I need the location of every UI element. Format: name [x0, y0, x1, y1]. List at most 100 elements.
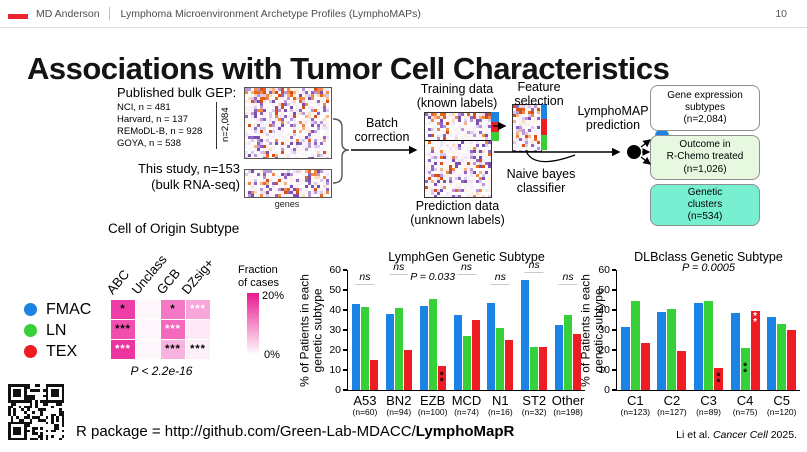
x-category-label: MCD: [451, 393, 482, 408]
y-tick-mark: [611, 389, 616, 391]
y-tick-label: 30: [329, 324, 341, 336]
sig-label-EZB: P = 0.033: [410, 271, 456, 283]
chart-subtitle: P = 0.0005: [681, 262, 736, 274]
y-tick-mark: [611, 309, 616, 311]
bar-LN-A53: [360, 307, 369, 390]
chart-plot: 0 10 20 30 40 50 60 LymphGen Genetic Subtype % o…: [298, 250, 585, 417]
bar-TEX-MCD: [471, 320, 480, 390]
feature-selection-label: Feature selection: [514, 80, 564, 109]
lymphomap-legend: FMAC LN TEX: [24, 299, 91, 362]
coo-column-label-ABC: ABC: [103, 266, 133, 297]
fraction-scale-bar: [247, 293, 259, 355]
output-box-label: Genetic clusters (n=534): [687, 186, 723, 223]
naive-bayes-label: Naive bayes classifier: [506, 167, 576, 196]
bar-group-BN2: [385, 270, 412, 390]
bar-TEX-C4: * *: [750, 311, 760, 390]
fraction-scale-min: 0%: [264, 349, 280, 361]
y-tick-mark: [342, 369, 347, 371]
y-tick-mark: [611, 269, 616, 271]
output-box: Outcome in R-Chemo treated (n=1,026): [650, 135, 760, 180]
x-category-n: (n=89): [696, 407, 721, 417]
training-class-strip-red: [491, 122, 499, 132]
coo-cell-FMAC-GCB: *: [161, 300, 185, 319]
prediction-data-label: Prediction data (unknown labels): [410, 199, 505, 228]
bar-FMAC-C2: [657, 312, 667, 390]
bar-group-Other: [555, 270, 582, 390]
legend-item: FMAC: [24, 299, 91, 320]
x-category-n: (n=100): [417, 407, 448, 417]
bar-TEX-Other: [573, 334, 582, 390]
prediction-heatmap: [425, 141, 491, 197]
bar-stars-C4-LN: * *: [743, 361, 748, 378]
bar-FMAC-C5: [767, 317, 777, 390]
coo-cell-TEX-ABC: ***: [111, 340, 135, 359]
bar-TEX-A53: [369, 360, 378, 390]
bar-FMAC-C1: [620, 327, 630, 390]
this-study-heatmap: [244, 169, 332, 198]
cohort-item: REMoDL-B, n = 928: [117, 126, 203, 137]
training-data-label: Training data (known labels): [416, 82, 498, 111]
chart-title: LymphGen Genetic Subtype: [388, 250, 545, 264]
x-category-n: (n=75): [732, 407, 758, 417]
x-category-label: N1: [492, 393, 509, 408]
x-category-label: Other: [551, 393, 585, 408]
chart-title: DLBclass Genetic Subtype: [634, 250, 783, 264]
x-category-n: (n=127): [657, 407, 687, 417]
deck-subtitle: Lymphoma Microenvironment Archetype Prof…: [120, 8, 421, 20]
dlbclass-chart: 0 10 20 30 40 50 60 DLBclass Genetic Subtype P =…: [579, 250, 800, 417]
lymphomap-prediction-label: LymphoMAP prediction: [577, 104, 649, 133]
bar-FMAC-EZB: [419, 306, 428, 390]
y-tick-label: 60: [329, 264, 341, 276]
legend-item: LN: [24, 320, 91, 341]
r-package-link[interactable]: R package = http://github.com/Green-Lab-…: [76, 423, 514, 440]
page-number: 10: [775, 8, 787, 20]
x-category-label: A53: [353, 393, 377, 408]
x-category-n: (n=16): [487, 407, 513, 417]
citation-journal: Cancer Cell: [712, 429, 768, 441]
bar-LN-C5: [777, 324, 787, 390]
y-tick-mark: [342, 289, 347, 291]
bar-group-C3: * *: [694, 270, 723, 390]
batch-correction-label: Batch correction: [354, 116, 410, 145]
published-gep-heading: Published bulk GEP:: [117, 85, 237, 100]
qr-code: [8, 384, 65, 441]
training-class-strip-blue: [491, 112, 499, 122]
x-category-n: (n=123): [620, 407, 651, 417]
x-category-label: C1: [626, 393, 644, 408]
bar-LN-EZB: [428, 299, 437, 390]
bar-LN-C2: [667, 309, 677, 390]
bar-FMAC-Other: [555, 325, 564, 390]
x-category-n: (n=94): [386, 407, 412, 417]
y-tick-label: 50: [598, 284, 610, 296]
genes-axis-label: genes: [274, 199, 300, 209]
feature-class-strip-red: [541, 119, 547, 135]
bar-FMAC-C3: [694, 303, 703, 390]
x-axis: [615, 390, 800, 392]
cohort-item: Harvard, n = 137: [117, 114, 189, 125]
bar-group-C5: [767, 270, 797, 390]
this-study-label: This study, n=153 (bulk RNA-seq): [137, 161, 240, 193]
x-category-label: C2: [663, 393, 681, 408]
y-tick-label: 20: [598, 344, 610, 356]
bar-TEX-EZB: * *: [437, 366, 446, 390]
y-axis: [346, 270, 348, 390]
lymphgen-chart: 0 10 20 30 40 50 60 LymphGen Genetic Subtype % o…: [298, 250, 585, 417]
x-category-n: (n=120): [766, 407, 797, 417]
legend-label: FMAC: [46, 300, 92, 318]
legend-dot-ln: [24, 324, 37, 337]
y-tick-mark: [342, 329, 347, 331]
x-category-label: BN2: [386, 393, 412, 408]
coo-cell-TEX-GCB: ***: [161, 340, 185, 359]
sig-label-BN2: ns: [389, 261, 409, 275]
coo-p-value: P < 2.2e-16: [130, 364, 193, 378]
y-tick-mark: [611, 289, 616, 291]
bar-FMAC-BN2: [385, 314, 394, 390]
bar-group-C2: [657, 270, 687, 390]
brand-name: MD Anderson: [36, 8, 100, 20]
bar-group-C1: [620, 270, 650, 390]
bar-LN-MCD: [462, 336, 471, 390]
bar-FMAC-ST2: [521, 280, 530, 390]
chart-plot: 0 10 20 30 40 50 60 DLBclass Genetic Subtype P =…: [579, 250, 800, 417]
coo-cell-LN-ABC: ***: [111, 320, 135, 339]
bar-LN-ST2: [530, 347, 539, 390]
